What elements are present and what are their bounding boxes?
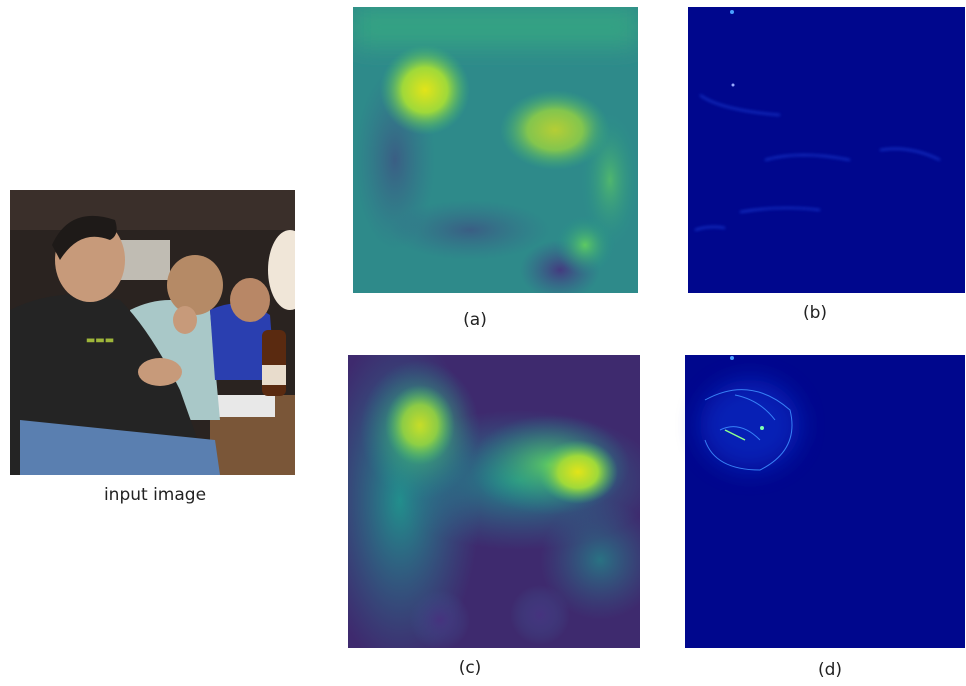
caption: input image bbox=[104, 485, 206, 505]
saliency-b bbox=[688, 7, 965, 293]
heatmap-a bbox=[353, 7, 640, 300]
figure: ▬▬▬ input image (a) (b) bbox=[0, 0, 966, 686]
saliency-d bbox=[685, 355, 965, 648]
caption: (c) bbox=[459, 658, 482, 678]
caption: (a) bbox=[463, 310, 487, 330]
input-image: ▬▬▬ bbox=[10, 190, 312, 475]
caption: (b) bbox=[803, 303, 827, 323]
caption: (d) bbox=[818, 660, 842, 680]
heatmap-c bbox=[320, 330, 660, 670]
shirt-print: ▬▬▬ bbox=[86, 335, 114, 346]
